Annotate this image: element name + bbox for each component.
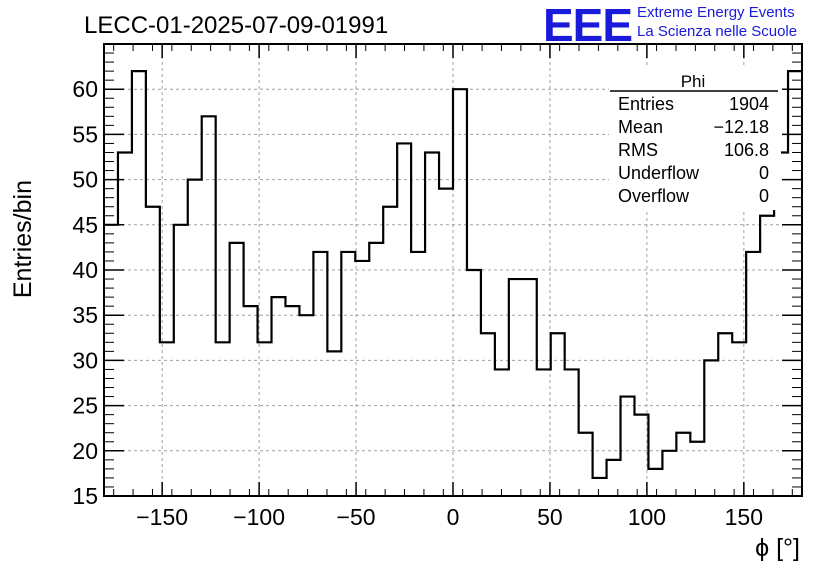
histogram-bin xyxy=(746,252,760,496)
histogram-bin xyxy=(244,306,258,496)
stats-row-label: RMS xyxy=(618,140,658,160)
histogram-bin xyxy=(579,433,593,496)
y-tick-label: 60 xyxy=(72,76,98,102)
histogram-bin xyxy=(760,216,774,496)
histogram-bin xyxy=(481,333,495,496)
y-axis-title: Entries/bin xyxy=(9,180,37,298)
y-tick-label: 40 xyxy=(72,257,98,283)
histogram-bin xyxy=(355,261,369,496)
plot-frame xyxy=(103,43,803,497)
y-tick-label: 35 xyxy=(72,302,98,328)
y-tick-label: 15 xyxy=(72,483,98,509)
histogram-bin xyxy=(648,469,662,496)
histogram-bin xyxy=(453,89,467,496)
y-tick-label: 30 xyxy=(72,347,98,373)
x-tick-label: −50 xyxy=(337,504,376,530)
histogram-line xyxy=(104,70,802,480)
histogram-bin xyxy=(439,189,453,496)
stats-row-label: Overflow xyxy=(618,186,690,206)
y-tick-labels: 15 20 25 30 35 40 45 50 55 60 xyxy=(72,76,98,509)
y-tick-label: 25 xyxy=(72,393,98,419)
stats-row-value: −12.18 xyxy=(713,117,769,137)
x-tick-label: 100 xyxy=(628,504,666,530)
y-tick-label: 55 xyxy=(72,121,98,147)
logo-line-1: Extreme Energy Events xyxy=(637,4,795,21)
histogram-bin xyxy=(313,252,327,496)
histogram-bin xyxy=(607,460,621,496)
histogram-bin xyxy=(704,360,718,496)
logo-line-2: La Scienza nelle Scuole xyxy=(637,23,798,40)
x-tick-label: −100 xyxy=(233,504,285,530)
histogram-bin xyxy=(467,270,481,496)
histogram-bin xyxy=(216,342,230,496)
y-tick-label: 20 xyxy=(72,438,98,464)
histogram-bin xyxy=(718,333,732,496)
stats-row-value: 106.8 xyxy=(724,140,769,160)
histogram-bin xyxy=(272,297,286,496)
run-title: LECC-01-2025-07-09-01991 xyxy=(84,12,388,39)
y-tick-label: 50 xyxy=(72,167,98,193)
histogram-bin xyxy=(537,369,551,496)
histogram-bin xyxy=(230,243,244,496)
histogram-bin xyxy=(495,369,509,496)
histogram-bin xyxy=(662,451,676,496)
axis-ticks xyxy=(104,44,802,497)
histogram-bin xyxy=(188,180,202,496)
x-axis-title: ϕ [°] xyxy=(755,534,800,562)
histogram-bin xyxy=(383,207,397,496)
histogram-bin xyxy=(285,306,299,496)
histogram-bin xyxy=(523,279,537,496)
histogram-bin xyxy=(341,252,355,496)
x-tick-label: 0 xyxy=(447,504,460,530)
histogram-bin xyxy=(258,342,272,496)
histogram-bin xyxy=(690,442,704,496)
stats-row-label: Entries xyxy=(618,94,674,114)
stats-row-value: 0 xyxy=(759,163,769,183)
histogram-bin xyxy=(621,397,635,496)
stats-row-value: 0 xyxy=(759,186,769,206)
stats-box-title: Phi xyxy=(681,72,706,91)
histogram-bin xyxy=(118,152,132,496)
y-tick-label: 45 xyxy=(72,212,98,238)
x-tick-label: 50 xyxy=(537,504,563,530)
histogram-bin xyxy=(397,143,411,496)
x-tick-labels: −150 −100 −50 0 50 100 150 xyxy=(136,504,763,530)
histogram-bin xyxy=(411,252,425,496)
histogram-bin xyxy=(425,152,439,496)
histogram-bin xyxy=(509,279,523,496)
histogram-bin xyxy=(299,315,313,496)
stats-row-value: 1904 xyxy=(729,94,769,114)
x-tick-label: 150 xyxy=(725,504,763,530)
histogram-bin xyxy=(565,369,579,496)
histogram-bin xyxy=(202,116,216,496)
histogram-bin xyxy=(676,433,690,496)
x-tick-label: −150 xyxy=(136,504,188,530)
eee-logo: EEE xyxy=(543,0,633,51)
histogram-bin xyxy=(146,207,160,496)
histogram-bin xyxy=(593,478,607,496)
histogram-bin xyxy=(369,243,383,496)
stats-box: Phi Entries 1904 Mean −12.18 RMS 106.8 Underfl… xyxy=(609,68,781,210)
stats-row-label: Underflow xyxy=(618,163,700,183)
histogram-bin xyxy=(327,351,341,496)
histogram-bin xyxy=(551,333,565,496)
stats-row-label: Mean xyxy=(618,117,663,137)
logo-caption: Extreme Energy Events La Scienza nelle S… xyxy=(637,3,797,41)
histogram-bin xyxy=(174,225,188,496)
